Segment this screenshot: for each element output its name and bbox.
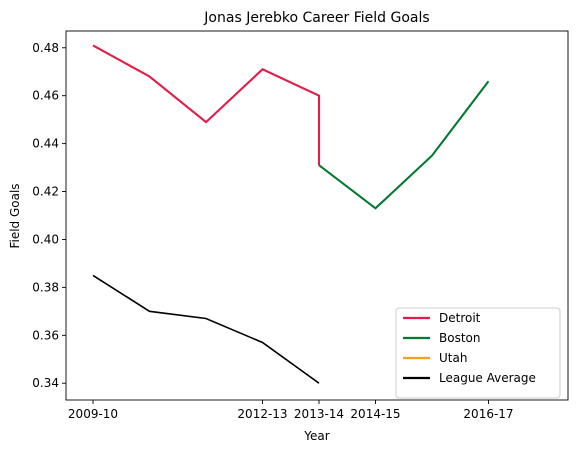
x-tick-label: 2012-13	[237, 407, 287, 421]
legend-label-league-average: League Average	[439, 371, 536, 385]
x-tick-label: 2016-17	[463, 407, 513, 421]
y-tick-label: 0.46	[32, 89, 59, 103]
x-tick-label: 2013-14	[294, 407, 344, 421]
legend-label-utah: Utah	[439, 351, 467, 365]
legend-label-detroit: Detroit	[439, 311, 481, 325]
axes-frame	[65, 30, 569, 401]
y-tick-label: 0.34	[32, 376, 59, 390]
axes: 0.34 0.36 0.38 0.40 0.42 0.44 0.46 0.48 2009-10 2…	[32, 30, 569, 421]
legend-label-boston: Boston	[439, 331, 480, 345]
y-tick-label: 0.44	[32, 137, 59, 151]
y-axis-label: Field Goals	[8, 183, 22, 248]
series-line-boston	[318, 80, 490, 210]
y-tick-label: 0.38	[32, 280, 59, 294]
chart-title: Jonas Jerebko Career Field Goals	[203, 10, 429, 26]
y-tick-label: 0.40	[32, 232, 59, 246]
y-tick-label: 0.36	[32, 328, 59, 342]
plot-area	[92, 44, 490, 384]
legend: Detroit Boston Utah League Average	[395, 307, 561, 399]
x-axis-label: Year	[303, 429, 329, 443]
y-tick-label: 0.42	[32, 185, 59, 199]
legend-box	[395, 307, 561, 399]
series-line-league-average	[92, 274, 320, 384]
y-tick-label: 0.48	[32, 41, 59, 55]
x-tick-label: 2009-10	[68, 407, 118, 421]
series-line-detroit	[92, 44, 321, 166]
x-tick-label: 2014-15	[350, 407, 400, 421]
